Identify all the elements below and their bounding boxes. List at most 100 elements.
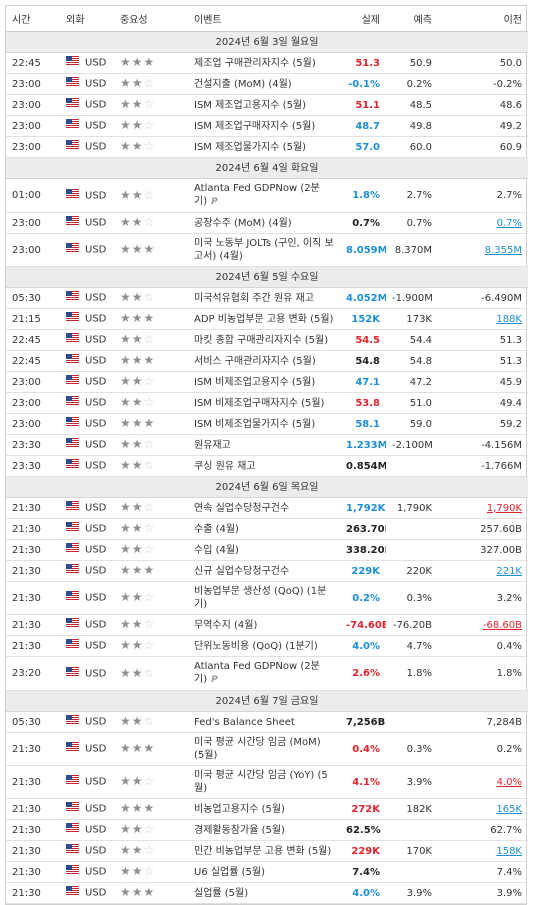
event-name[interactable]: 무역수지 (4월)	[194, 619, 258, 631]
event-row[interactable]: 05:30 USD ★★☆ Fed's Balance Sheet 7,256B 7,28…	[6, 711, 528, 733]
event-row[interactable]: 22:45 USD ★★★ 제조업 구매관리자지수 (5월) 51.3 50.9 50.0	[6, 52, 528, 74]
event-name[interactable]: 마킷 종합 구매관리자지수 (5월)	[194, 334, 329, 346]
event-name[interactable]: ISM 제조업구매자지수 (5월)	[194, 120, 316, 132]
col-actual[interactable]: 실제	[340, 6, 386, 32]
event-name[interactable]: ISM 비제조업물가지수 (5월)	[194, 418, 316, 430]
event-row[interactable]: 23:00 USD ★★☆ ISM 비제조업고용지수 (5월) 47.1 47.2 45.9	[6, 371, 528, 393]
event-name[interactable]: ADP 비농업부문 고용 변화 (5월)	[194, 313, 334, 325]
event-name[interactable]: 신규 실업수당청구건수	[194, 565, 290, 577]
event-row[interactable]: 23:30 USD ★★☆ 쿠싱 원유 재고 0.854M -1.766M	[6, 455, 528, 477]
event-row[interactable]: 21:30 USD ★★☆ 비농업부문 생산성 (QoQ) (1분기) 0.2% 0.3%…	[6, 581, 528, 615]
star: ★	[120, 542, 132, 556]
event-row[interactable]: 23:30 USD ★★☆ 원유재고 1.233M -2.100M -4.156M	[6, 434, 528, 456]
col-previous[interactable]: 이전	[438, 6, 528, 32]
flag	[66, 188, 79, 202]
previous: 60.9	[438, 136, 528, 158]
star: ★	[131, 374, 144, 388]
event-name[interactable]: 수입 (4월)	[194, 544, 239, 556]
us-flag	[66, 333, 79, 343]
event-name[interactable]: ISM 비제조업구매자지수 (5월)	[194, 397, 325, 409]
event-row[interactable]: 21:30 USD ★★☆ U6 실업률 (5월) 7.4% 7.4%	[6, 861, 528, 883]
event-name[interactable]: Atlanta Fed GDPNow (2분기)	[194, 183, 320, 207]
event-row[interactable]: 22:45 USD ★★☆ 마킷 종합 구매관리자지수 (5월) 54.5 54.4 51.…	[6, 329, 528, 351]
us-flag	[66, 618, 79, 628]
currency: USD	[85, 668, 107, 680]
event-row[interactable]: 21:30 USD ★★★ 미국 평균 시간당 임금 (MoM) (5월) 0.4% 0.…	[6, 732, 528, 766]
event-name[interactable]: U6 실업률 (5월)	[194, 866, 266, 878]
event-name[interactable]: 경제활동참가율 (5월)	[194, 824, 285, 836]
event-row[interactable]: 23:00 USD ★★☆ ISM 제조업물가지수 (5월) 57.0 60.0 60.9	[6, 136, 528, 158]
event-name[interactable]: 수출 (4월)	[194, 523, 239, 535]
event-name[interactable]: 연속 실업수당청구건수	[194, 502, 290, 514]
time: 21:30	[6, 581, 60, 615]
event-row[interactable]: 21:30 USD ★★★ 비농업고용지수 (5월) 272K 182K 165K	[6, 798, 528, 820]
flag	[66, 844, 79, 857]
currency: USD	[85, 141, 107, 153]
event-name[interactable]: 비농업부문 생산성 (QoQ) (1분기)	[194, 586, 327, 610]
event-row[interactable]: 21:15 USD ★★★ ADP 비농업부문 고용 변화 (5월) 152K 173K 1…	[6, 308, 528, 330]
event-row[interactable]: 21:30 USD ★★☆ 경제활동참가율 (5월) 62.5% 62.7%	[6, 819, 528, 841]
event-name[interactable]: 미국석유협회 주간 원유 재고	[194, 292, 314, 304]
event-name[interactable]: 서비스 구매관리자지수 (5월)	[194, 355, 316, 367]
event-row[interactable]: 23:00 USD ★★☆ ISM 비제조업구매자지수 (5월) 53.8 51.0 49.…	[6, 392, 528, 414]
flag	[66, 98, 79, 111]
event-name[interactable]: 미국 평균 시간당 임금 (YoY) (5월)	[194, 770, 328, 794]
event-name[interactable]: 단위노동비용 (QoQ) (1분기)	[194, 640, 318, 652]
event-row[interactable]: 21:30 USD ★★☆ 단위노동비용 (QoQ) (1분기) 4.0% 4.7% 0.4…	[6, 635, 528, 657]
event-name[interactable]: 미국 노동부 JOLTs (구인, 이직 보고서) (4월)	[194, 238, 334, 262]
forecast: 60.0	[386, 136, 438, 158]
event-name[interactable]: Fed's Balance Sheet	[194, 716, 295, 728]
star: ★	[120, 617, 132, 631]
event-row[interactable]: 05:30 USD ★★☆ 미국석유협회 주간 원유 재고 4.052M -1.900M -…	[6, 287, 528, 309]
event-name[interactable]: ISM 제조업물가지수 (5월)	[194, 141, 307, 153]
event-row[interactable]: 23:00 USD ★★☆ 공장수주 (MoM) (4월) 0.7% 0.7% 0.7%	[6, 212, 528, 234]
event-name[interactable]: 원유재고	[194, 439, 231, 451]
importance-cell: ★★☆	[114, 434, 188, 456]
event-row[interactable]: 21:30 USD ★★☆ 연속 실업수당청구건수 1,792K 1,790K 1,790K	[6, 497, 528, 519]
event-name[interactable]: Atlanta Fed GDPNow (2분기)	[194, 661, 320, 685]
event-row[interactable]: 23:00 USD ★★★ 미국 노동부 JOLTs (구인, 이직 보고서) (4월…	[6, 233, 528, 267]
col-forecast[interactable]: 예측	[386, 6, 438, 32]
col-event[interactable]: 이벤트	[188, 6, 340, 32]
star: ★	[143, 242, 156, 256]
event-name[interactable]: 건설지출 (MoM) (4월)	[194, 78, 292, 90]
event-name[interactable]: 제조업 구매관리자지수 (5월)	[194, 57, 316, 69]
event-name[interactable]: 쿠싱 원유 재고	[194, 460, 256, 472]
star: ★	[120, 774, 132, 788]
currency: USD	[85, 99, 107, 111]
event-name[interactable]: ISM 제조업고용지수 (5월)	[194, 99, 307, 111]
event-row[interactable]: 21:30 USD ★★★ 실업률 (5월) 4.0% 3.9% 3.9%	[6, 882, 528, 904]
us-flag	[66, 396, 79, 406]
actual: 152K	[340, 308, 386, 330]
event-row[interactable]: 21:30 USD ★★☆ 민간 비농업부문 고용 변화 (5월) 229K 170K 15…	[6, 840, 528, 862]
event-name[interactable]: 미국 평균 시간당 임금 (MoM) (5월)	[194, 737, 321, 761]
event-row[interactable]: 22:45 USD ★★★ 서비스 구매관리자지수 (5월) 54.8 54.8 51.3	[6, 350, 528, 372]
currency: USD	[85, 397, 107, 409]
col-currency[interactable]: 외화	[60, 6, 114, 32]
col-time[interactable]: 시간	[6, 6, 60, 32]
event-row[interactable]: 23:00 USD ★★☆ ISM 제조업고용지수 (5월) 51.1 48.5 48.6	[6, 94, 528, 116]
event-cell: 마킷 종합 구매관리자지수 (5월)	[188, 329, 340, 351]
event-name[interactable]: 비농업고용지수 (5월)	[194, 803, 285, 815]
event-row[interactable]: 23:00 USD ★★★ ISM 비제조업물가지수 (5월) 58.1 59.0 59.2	[6, 413, 528, 435]
previous: 2.7%	[438, 178, 528, 213]
star: ☆	[143, 843, 156, 857]
event-row[interactable]: 21:30 USD ★★★ 신규 실업수당청구건수 229K 220K 221K	[6, 560, 528, 582]
currency-cell: USD	[60, 861, 114, 883]
event-row[interactable]: 23:00 USD ★★☆ ISM 제조업구매자지수 (5월) 48.7 49.8 49.2	[6, 115, 528, 137]
event-name[interactable]: 공장수주 (MoM) (4월)	[194, 217, 292, 229]
event-row[interactable]: 23:00 USD ★★☆ 건설지출 (MoM) (4월) -0.1% 0.2% -0.2%	[6, 73, 528, 95]
event-name[interactable]: 실업률 (5월)	[194, 887, 249, 899]
event-row[interactable]: 21:30 USD ★★☆ 미국 평균 시간당 임금 (YoY) (5월) 4.1% 3.…	[6, 765, 528, 799]
importance-cell: ★★☆	[114, 840, 188, 862]
event-name[interactable]: 민간 비농업부문 고용 변화 (5월)	[194, 845, 332, 857]
event-name[interactable]: ISM 비제조업고용지수 (5월)	[194, 376, 316, 388]
previous: 7.4%	[438, 861, 528, 883]
event-row[interactable]: 23:20 USD ★★☆ Atlanta Fed GDPNow (2분기) P 2.6%…	[6, 656, 528, 691]
importance-stars: ★★☆	[120, 188, 155, 202]
event-row[interactable]: 21:30 USD ★★☆ 무역수지 (4월) -74.60B -76.20B -68.60…	[6, 614, 528, 636]
event-row[interactable]: 01:00 USD ★★☆ Atlanta Fed GDPNow (2분기) P 1.8%…	[6, 178, 528, 213]
col-importance[interactable]: 중요성	[114, 6, 188, 32]
